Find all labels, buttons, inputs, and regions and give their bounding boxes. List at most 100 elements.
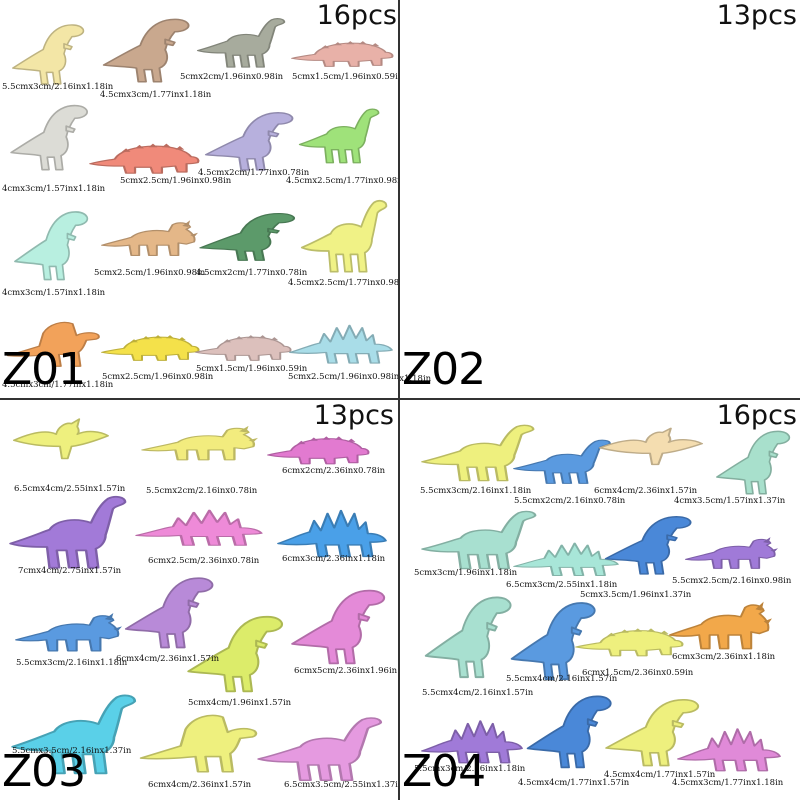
size-label: 5.5cmx2.5cm/2.16inx0.98in bbox=[672, 576, 792, 586]
dinosaur-figure-trex bbox=[600, 510, 696, 576]
dinosaur-figure-sauropod bbox=[10, 688, 140, 778]
dinosaur-figure-trex bbox=[286, 582, 390, 666]
size-label: 6cmx4cm/2.36inx1.57in bbox=[116, 654, 220, 664]
dinosaur-figure-trex bbox=[506, 594, 600, 682]
dinosaur-figure-ankylo bbox=[88, 126, 200, 182]
size-label: 5cmx2.5cm/1.96inx0.98in bbox=[288, 372, 400, 382]
size-label: 5.5cmx2cm/2.16inx0.78in bbox=[146, 486, 258, 496]
set-code: Z01 bbox=[2, 344, 86, 395]
set-code: Z03 bbox=[2, 746, 86, 797]
dinosaur-figure-sauropod bbox=[420, 420, 538, 484]
dinosaur-figure-sauropod bbox=[420, 506, 540, 572]
size-label: 6cmx5cm/2.36inx1.96in bbox=[294, 666, 398, 676]
dinosaur-figure-ankylo bbox=[100, 320, 200, 368]
piece-count: 16pcs bbox=[316, 0, 397, 31]
size-label: 4.5cmx3cm/1.77inx1.18in bbox=[672, 778, 784, 788]
dinosaur-figure-ptero bbox=[598, 420, 704, 486]
dinosaur-figure-stego bbox=[276, 492, 388, 560]
dinosaur-figure-trex bbox=[600, 692, 704, 768]
set-code: Z04 bbox=[402, 746, 486, 797]
dinosaur-figure-sauropod bbox=[256, 712, 386, 784]
dinosaur-figure-trex bbox=[194, 208, 300, 262]
size-label: 6cmx3cm/2.36inx1.18in bbox=[672, 652, 776, 662]
size-label: 4cmx3.5cm/1.57inx1.37in bbox=[674, 496, 786, 506]
size-label: 4.5cmx4cm/1.77inx1.57in bbox=[518, 778, 630, 788]
dinosaur-figure-trike bbox=[140, 416, 258, 468]
dinosaur-figure-sauropod bbox=[298, 104, 382, 166]
piece-count: 13pcs bbox=[716, 0, 797, 31]
dinosaur-figure-trike bbox=[668, 588, 772, 660]
size-label: 5.5cmx3cm/2.16inx1.18in bbox=[2, 82, 114, 92]
dinosaur-figure-ankylo bbox=[574, 612, 684, 664]
dinosaur-figure-trex bbox=[712, 424, 794, 496]
dinosaur-figure-ankylo bbox=[194, 320, 292, 368]
size-label: 5cmx3cm/1.96inx1.18in bbox=[414, 568, 518, 578]
size-label: 6.5cmx3cm/2.55inx1.18in bbox=[506, 580, 618, 590]
size-label: 4cmx3cm/1.57inx1.18in bbox=[2, 184, 106, 194]
dinosaur-figure-stego bbox=[134, 496, 264, 548]
dinosaur-figure-trike bbox=[14, 602, 122, 660]
size-label: 4.5cmx2.5cm/1.77inx0.98in bbox=[288, 278, 400, 288]
size-label: 4cmx3cm/1.57inx1.18in bbox=[2, 288, 106, 298]
dinosaur-figure-trex bbox=[10, 204, 92, 282]
size-label: 5cmx2cm/1.96inx0.98in bbox=[180, 72, 284, 82]
size-label: 6cmx3cm/2.36inx1.18in bbox=[282, 554, 386, 564]
dinosaur-figure-sauropod bbox=[196, 14, 288, 70]
size-label: 5cmx3cm/1.96inx1.18in bbox=[400, 374, 432, 384]
dinosaur-figure-trike bbox=[100, 210, 198, 264]
size-label: 6cmx4cm/2.36inx1.57in bbox=[594, 486, 698, 496]
size-label: 5cmx2.5cm/1.96inx0.98in bbox=[120, 176, 232, 186]
size-label: 4.5cmx3cm/1.77inx1.18in bbox=[2, 380, 114, 390]
piece-count: 13pcs bbox=[313, 400, 394, 431]
dinosaur-figure-trike bbox=[684, 528, 778, 576]
product-panel-z01: 5.5cmx3cm/2.16inx1.18in 4.5cmx3cm/1.77inx… bbox=[0, 0, 400, 400]
product-panel-z03: 6.5cmx4cm/2.55inx1.57in 5.5cmx2cm/2.16inx… bbox=[0, 400, 400, 800]
dinosaur-figure-spino bbox=[4, 312, 102, 368]
size-label: 5cmx1.5cm/1.96inx0.59in bbox=[292, 72, 400, 82]
size-label: 4.5cmx2.5cm/1.77inx0.98in bbox=[286, 176, 400, 186]
product-panel-z04: 5.5cmx3cm/2.16inx1.18in 5.5cmx2cm/2.16inx… bbox=[400, 400, 800, 800]
size-label: 6.5cmx4cm/2.55inx1.57in bbox=[14, 484, 126, 494]
dinosaur-figure-ptero bbox=[12, 410, 109, 482]
size-label: 5.5cmx3cm/2.16inx1.18in bbox=[16, 658, 128, 668]
dinosaur-figure-stego bbox=[420, 704, 524, 766]
size-label: 5.5cmx4cm/2.16inx1.57in bbox=[506, 674, 618, 684]
size-label: 5.5cmx3cm/2.16inx1.18in bbox=[420, 486, 532, 496]
dinosaur-figure-trex bbox=[8, 18, 88, 86]
size-label: 7cmx4cm/2.75inx1.57in bbox=[18, 566, 122, 576]
size-label: 6cmx2.5cm/2.36inx0.78in bbox=[148, 556, 260, 566]
size-label: 5.5cmx3.5cm/2.16inx1.37in bbox=[12, 746, 132, 756]
dinosaur-figure-trex bbox=[420, 588, 516, 680]
dinosaur-figure-trex bbox=[182, 608, 288, 694]
dinosaur-figure-stego bbox=[288, 310, 394, 366]
dinosaur-figure-ankylo bbox=[290, 26, 394, 74]
size-label: 4.5cmx2cm/1.77inx0.78in bbox=[198, 168, 310, 178]
dinosaur-figure-trex bbox=[98, 12, 194, 84]
size-label: 4.5cmx4cm/1.77inx1.57in bbox=[604, 770, 716, 780]
size-label: 5cmx2.5cm/1.96inx0.98in bbox=[102, 372, 214, 382]
size-label: 6cmx4cm/2.36inx1.57in bbox=[148, 780, 252, 790]
size-label: 5cmx4cm/1.96inx1.57in bbox=[188, 698, 292, 708]
size-label: 6cmx1.5cm/2.36inx0.59in bbox=[582, 668, 694, 678]
piece-count: 16pcs bbox=[716, 400, 797, 431]
product-panel-z02: 5.5cmx3cm/2.16inx1.18in6cmx2cm/2.23inx0.… bbox=[400, 0, 800, 400]
vertical-divider bbox=[398, 0, 400, 800]
dinosaur-figure-sauropod bbox=[300, 194, 390, 276]
dinosaur-figure-trex bbox=[522, 688, 616, 770]
dinosaur-figure-sauropod bbox=[8, 490, 130, 572]
dinosaur-figure-spino bbox=[136, 702, 260, 774]
dinosaur-figure-ankylo bbox=[266, 420, 370, 472]
size-label: 5cmx3.5cm/1.96inx1.37in bbox=[580, 590, 692, 600]
size-label: 4.5cmx3cm/1.77inx1.18in bbox=[100, 90, 212, 100]
size-label: 4.5cmx2cm/1.77inx0.78in bbox=[196, 268, 308, 278]
size-label: 6cmx2cm/2.36inx0.78in bbox=[282, 466, 386, 476]
dinosaur-figure-trex bbox=[6, 98, 92, 172]
size-label: 5.5cmx3cm/2.16inx1.18in bbox=[414, 764, 526, 774]
horizontal-divider bbox=[0, 398, 800, 400]
dinosaur-figure-trex bbox=[120, 570, 218, 650]
size-label: 5.5cmx4cm/2.16inx1.57in bbox=[422, 688, 534, 698]
dinosaur-figure-trex bbox=[200, 106, 298, 172]
size-label: 6.5cmx3.5cm/2.55inx1.37in bbox=[284, 780, 400, 790]
size-label: 5.5cmx2cm/2.16inx0.78in bbox=[514, 496, 626, 506]
set-code: Z02 bbox=[402, 344, 486, 395]
